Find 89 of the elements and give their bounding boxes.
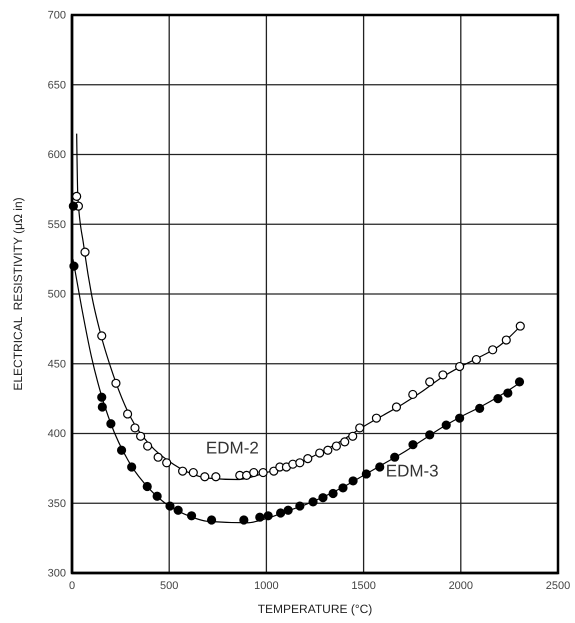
- point: [97, 331, 106, 340]
- point: [442, 420, 451, 430]
- point: [123, 409, 132, 419]
- point: [162, 458, 172, 468]
- point: [97, 392, 106, 402]
- point: [242, 470, 252, 480]
- point: [284, 506, 293, 515]
- point: [514, 377, 524, 386]
- point: [188, 468, 198, 478]
- point: [390, 452, 400, 462]
- point: [206, 515, 216, 525]
- point: [323, 446, 332, 455]
- point: [455, 362, 464, 372]
- point: [475, 404, 484, 413]
- point: [328, 488, 338, 498]
- x-tick-label: 0: [68, 580, 76, 592]
- point: [136, 432, 146, 441]
- point: [348, 476, 358, 486]
- x-axis-title: TEMPERATURE (°C): [258, 602, 372, 616]
- point: [375, 462, 384, 472]
- point: [142, 482, 152, 492]
- point: [295, 501, 304, 511]
- x-tick-label: 2500: [546, 580, 570, 592]
- point: [72, 192, 82, 201]
- y-tick-label: 450: [48, 358, 66, 370]
- y-tick-label: 600: [48, 149, 66, 162]
- y-tick-label: 500: [48, 288, 66, 301]
- point: [502, 335, 511, 345]
- point: [332, 441, 341, 451]
- y-tick-label: 300: [48, 568, 66, 580]
- point: [239, 515, 248, 525]
- point: [106, 419, 116, 428]
- point: [127, 462, 136, 472]
- x-tick-label: 500: [160, 580, 178, 592]
- point: [425, 377, 434, 386]
- point: [249, 468, 258, 478]
- point: [295, 458, 304, 468]
- point: [130, 423, 140, 432]
- point: [165, 501, 175, 511]
- point: [408, 390, 418, 400]
- point: [338, 483, 348, 492]
- point: [255, 512, 264, 522]
- point: [392, 402, 402, 412]
- x-tick-label: 1000: [254, 580, 279, 592]
- point: [355, 423, 364, 432]
- point: [174, 506, 183, 515]
- point: [111, 378, 121, 388]
- series-label: EDM-3: [386, 462, 439, 481]
- y-tick-label: 400: [48, 428, 66, 440]
- point: [178, 466, 188, 476]
- point: [303, 454, 312, 464]
- y-tick-label: 650: [48, 79, 66, 92]
- point: [503, 388, 512, 398]
- point: [315, 448, 324, 458]
- point: [154, 452, 163, 462]
- point: [472, 354, 481, 364]
- point: [438, 370, 448, 380]
- point: [68, 202, 78, 211]
- x-tick-label: 1500: [351, 580, 376, 592]
- point: [425, 430, 434, 440]
- point: [488, 345, 498, 354]
- point: [264, 511, 273, 520]
- series-label: EDM-2: [206, 438, 259, 458]
- point: [516, 322, 525, 331]
- point: [362, 469, 371, 479]
- point: [340, 437, 350, 446]
- point: [348, 432, 358, 441]
- point: [69, 262, 79, 271]
- point: [258, 468, 268, 478]
- point: [143, 441, 152, 451]
- point: [318, 493, 328, 502]
- point: [408, 440, 418, 450]
- point: [276, 508, 286, 518]
- y-tick-label: 350: [48, 498, 66, 510]
- point: [186, 511, 196, 520]
- point: [308, 497, 318, 506]
- y-tick-label: 550: [48, 218, 66, 231]
- point: [98, 402, 107, 412]
- point: [80, 248, 90, 257]
- point: [372, 414, 382, 423]
- y-tick-label: 700: [48, 10, 66, 22]
- point: [200, 472, 210, 482]
- y-axis-title: ELECTRICAL RESISTIVITY (μΩ in): [11, 197, 25, 391]
- point: [493, 394, 503, 404]
- point: [116, 446, 126, 455]
- point: [211, 472, 220, 482]
- x-tick-label: 2000: [448, 580, 474, 592]
- point: [152, 492, 162, 501]
- point: [455, 414, 464, 423]
